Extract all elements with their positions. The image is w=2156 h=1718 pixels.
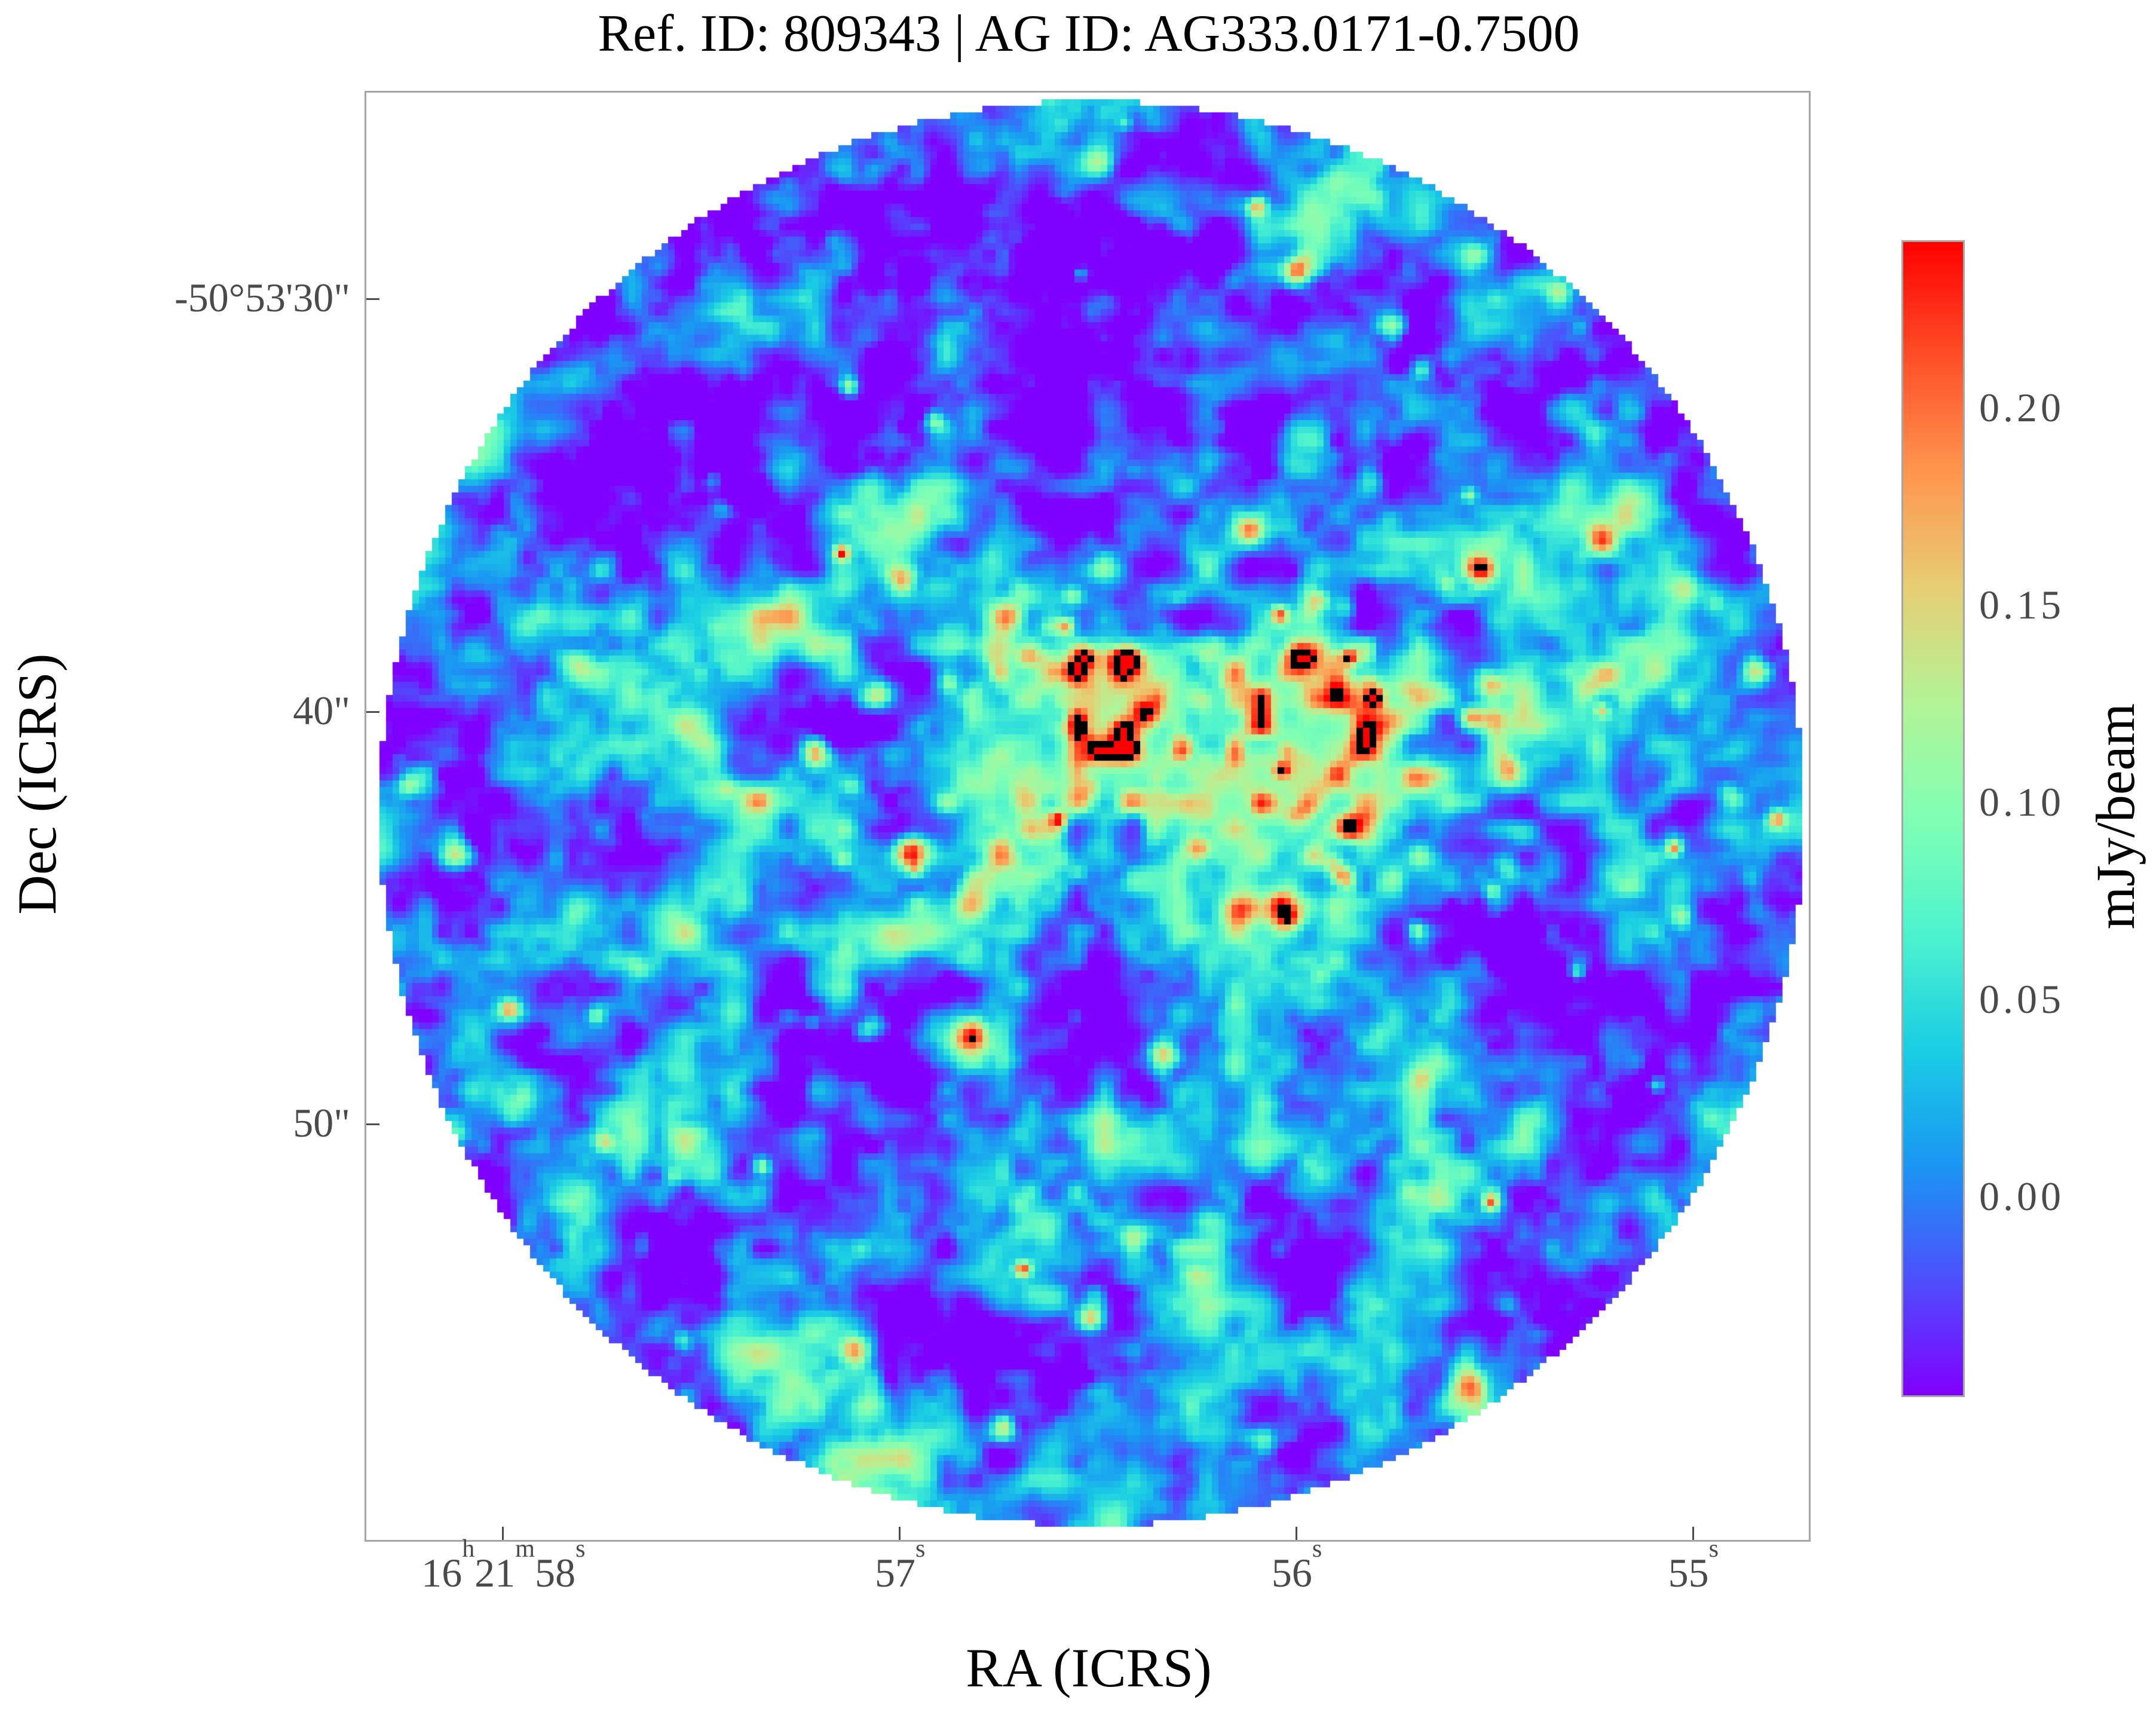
- x-tick-value: 21: [474, 1550, 516, 1595]
- x-tick-label: 57s: [874, 1536, 925, 1595]
- plot-area: [365, 91, 1811, 1542]
- x-tick-unit: m: [515, 1535, 535, 1563]
- x-tick-unit: h: [462, 1535, 475, 1563]
- x-tick-value: 58: [535, 1550, 576, 1595]
- tick-mark: [366, 1123, 379, 1125]
- y-tick-label: -50°53'30": [174, 275, 350, 321]
- tick-mark: [366, 711, 379, 713]
- x-tick-value: 55: [1668, 1550, 1709, 1595]
- tick-mark: [366, 298, 379, 301]
- figure-title: Ref. ID: 809343 | AG ID: AG333.0171-0.75…: [598, 5, 1580, 63]
- colorbar-tick-label: 0.20: [1979, 385, 2065, 431]
- tick-mark: [502, 1527, 504, 1540]
- colorbar-tick-label: 0.15: [1979, 582, 2065, 628]
- colorbar-gradient: [1901, 240, 1965, 1397]
- sky-heatmap-canvas: [366, 93, 1809, 1540]
- x-tick-label: 16h21m58s: [421, 1536, 585, 1595]
- tick-mark: [1692, 1527, 1694, 1540]
- colorbar-tick-label: 0.05: [1979, 976, 2065, 1022]
- y-axis-label: Dec (ICRS): [7, 653, 68, 915]
- x-tick-unit: s: [915, 1535, 926, 1563]
- tick-mark: [1296, 1527, 1298, 1540]
- colorbar-tick-label: 0.10: [1979, 779, 2065, 825]
- x-tick-label: 55s: [1668, 1536, 1719, 1595]
- x-tick-unit: s: [1312, 1535, 1322, 1563]
- tick-mark: [899, 1527, 901, 1540]
- x-tick-unit: s: [575, 1535, 586, 1563]
- colorbar-tick-label: 0.00: [1979, 1174, 2065, 1220]
- x-axis-label: RA (ICRS): [966, 1637, 1212, 1698]
- x-tick-unit: s: [1708, 1535, 1719, 1563]
- y-tick-label: 40": [293, 687, 350, 733]
- y-tick-label: 50": [293, 1100, 350, 1146]
- x-tick-label: 56s: [1271, 1536, 1322, 1595]
- x-tick-value: 16: [421, 1550, 463, 1595]
- x-tick-value: 57: [874, 1550, 915, 1595]
- colorbar-label: mJy/beam: [2085, 703, 2146, 930]
- x-tick-value: 56: [1271, 1550, 1312, 1595]
